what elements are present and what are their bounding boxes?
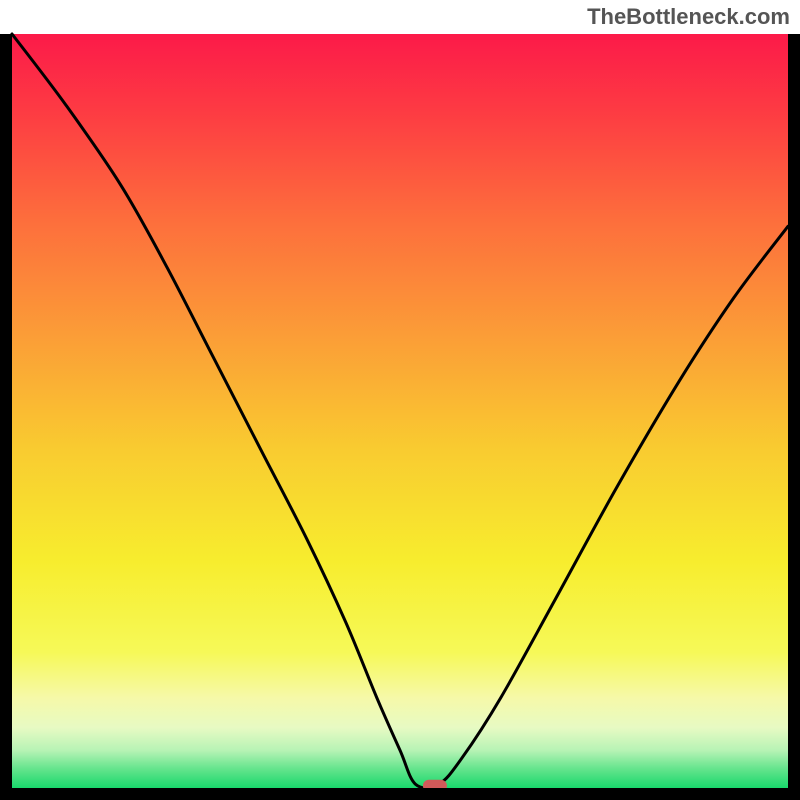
border-bottom xyxy=(0,788,800,800)
border-left xyxy=(0,34,12,800)
plot-background xyxy=(12,34,788,788)
bottleneck-chart: TheBottleneck.com xyxy=(0,0,800,800)
chart-svg xyxy=(0,0,800,800)
watermark-text: TheBottleneck.com xyxy=(587,4,790,30)
border-right xyxy=(788,34,800,800)
